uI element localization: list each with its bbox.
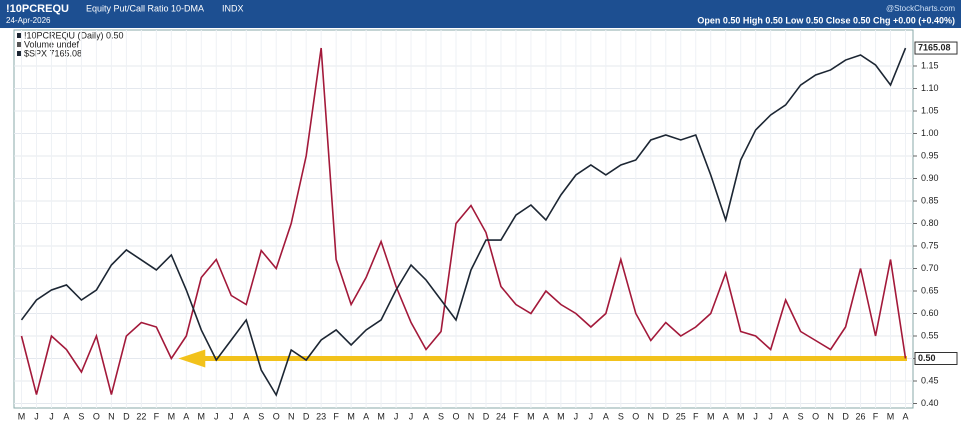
- y-tick-label: 0.70: [921, 263, 939, 273]
- y-tick-label: 0.40: [921, 398, 939, 408]
- x-tick-label: F: [154, 411, 160, 421]
- x-tick-label: J: [768, 411, 773, 421]
- series-line: [20, 47, 907, 397]
- x-tick-label: M: [18, 411, 26, 421]
- x-tick-label: J: [214, 411, 219, 421]
- x-tick-label: O: [453, 411, 460, 421]
- x-tick-label: J: [409, 411, 414, 421]
- y-tick-label: 0.80: [921, 218, 939, 228]
- legend-swatch: [17, 33, 22, 38]
- x-tick-label: A: [63, 411, 69, 421]
- x-tick-label: O: [93, 411, 100, 421]
- x-tick-label: N: [288, 411, 295, 421]
- x-tick-label: M: [887, 411, 895, 421]
- y-tick-label: 1.10: [921, 83, 939, 93]
- last-value-box: [914, 352, 958, 365]
- x-tick-label: A: [723, 411, 729, 421]
- x-tick-label: 26: [856, 411, 866, 421]
- x-tick-label: D: [663, 411, 670, 421]
- date: 24-Apr-2026: [6, 16, 51, 25]
- x-tick-label: M: [557, 411, 565, 421]
- x-tick-label: N: [468, 411, 475, 421]
- symbol: !10PCREQU: [6, 3, 69, 15]
- x-tick-label: 24: [496, 411, 506, 421]
- y-tick-label: 0.45: [921, 375, 939, 385]
- x-tick-label: M: [198, 411, 206, 421]
- x-tick-label: J: [394, 411, 399, 421]
- x-tick-label: N: [108, 411, 115, 421]
- exchange: INDX: [222, 3, 244, 13]
- x-tick-label: J: [589, 411, 594, 421]
- chart-title: Equity Put/Call Ratio 10-DMA: [86, 3, 204, 13]
- x-tick-label: M: [377, 411, 385, 421]
- y-tick-label: 0.90: [921, 173, 939, 183]
- x-tick-label: N: [827, 411, 834, 421]
- x-tick-label: M: [737, 411, 745, 421]
- x-tick-label: F: [513, 411, 519, 421]
- x-tick-label: 25: [676, 411, 686, 421]
- y-tick-label: 0.95: [921, 150, 939, 160]
- x-tick-label: S: [798, 411, 804, 421]
- y-tick-label: 0.85: [921, 195, 939, 205]
- x-tick-label: J: [574, 411, 579, 421]
- x-tick-label: A: [363, 411, 369, 421]
- x-tick-label: D: [483, 411, 490, 421]
- ohlc: Open 0.50 High 0.50 Low 0.50 Close 0.50 …: [697, 15, 955, 25]
- x-tick-label: D: [303, 411, 310, 421]
- x-tick-label: S: [618, 411, 624, 421]
- x-tick-label: N: [648, 411, 655, 421]
- x-tick-label: M: [527, 411, 535, 421]
- x-tick-label: M: [707, 411, 715, 421]
- y-tick-label: 0.75: [921, 240, 939, 250]
- x-tick-label: J: [34, 411, 39, 421]
- legend-entry: !10PCREQU (Daily) 0.50: [24, 30, 124, 40]
- x-tick-label: S: [258, 411, 264, 421]
- x-tick-label: 23: [316, 411, 326, 421]
- x-tick-label: A: [423, 411, 429, 421]
- last-value-label: 0.50: [918, 353, 936, 363]
- x-tick-label: A: [783, 411, 789, 421]
- y-tick-label: 1.00: [921, 128, 939, 138]
- x-tick-label: D: [123, 411, 130, 421]
- x-tick-label: S: [438, 411, 444, 421]
- last-value-box: [914, 41, 958, 55]
- y-tick-label: 1.15: [921, 60, 939, 70]
- x-tick-label: A: [903, 411, 909, 421]
- x-tick-label: A: [543, 411, 549, 421]
- x-tick-label: A: [243, 411, 249, 421]
- x-tick-label: J: [49, 411, 54, 421]
- x-tick-label: A: [603, 411, 609, 421]
- x-tick-label: J: [229, 411, 234, 421]
- legend-entry: $SPX 7165.08: [24, 48, 82, 58]
- last-value-label: 7165.08: [918, 42, 951, 52]
- x-tick-label: 22: [136, 411, 146, 421]
- y-tick-label: 0.65: [921, 285, 939, 295]
- x-tick-label: A: [183, 411, 189, 421]
- x-tick-label: O: [273, 411, 280, 421]
- x-tick-label: S: [78, 411, 84, 421]
- x-tick-label: J: [753, 411, 758, 421]
- x-tick-label: O: [812, 411, 819, 421]
- source: @StockCharts.com: [886, 4, 955, 13]
- x-tick-label: F: [873, 411, 879, 421]
- annotation-arrowhead: [178, 349, 206, 368]
- header-bar: [0, 0, 961, 28]
- x-tick-label: F: [693, 411, 699, 421]
- x-tick-label: O: [632, 411, 639, 421]
- y-tick-label: 1.05: [921, 105, 939, 115]
- legend-swatch: [17, 42, 22, 47]
- x-tick-label: F: [333, 411, 339, 421]
- y-tick-label: 0.60: [921, 308, 939, 318]
- x-tick-label: M: [168, 411, 176, 421]
- plot-frame: [13, 29, 914, 409]
- x-tick-label: D: [842, 411, 849, 421]
- y-tick-label: 0.55: [921, 330, 939, 340]
- legend-swatch: [17, 51, 22, 56]
- x-tick-label: M: [347, 411, 355, 421]
- series-line: [20, 47, 907, 395]
